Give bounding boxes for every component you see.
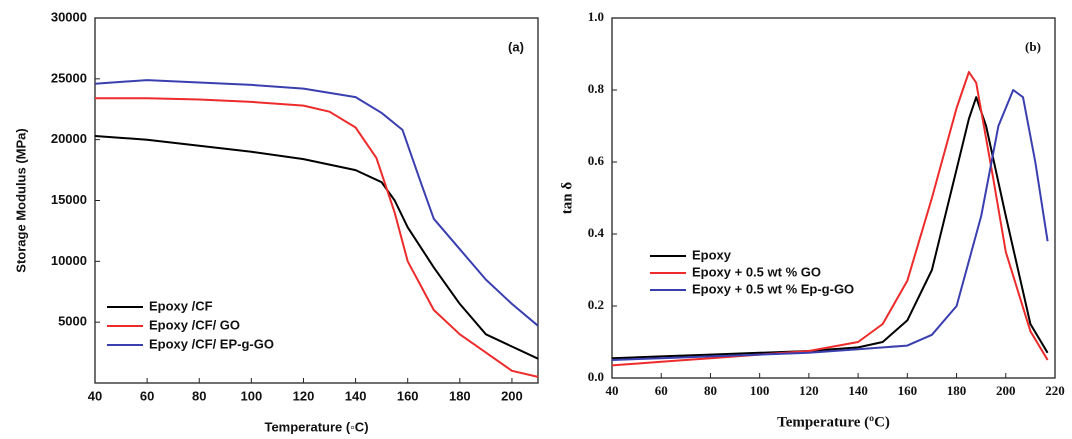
legend-label: Epoxy + 0.5 wt % Ep-g-GO [692, 281, 854, 296]
y-tick-label: 5000 [58, 314, 87, 329]
y-tick-label: 0.2 [588, 297, 604, 312]
legend-label: Epoxy /CF/ GO [149, 317, 240, 332]
y-axis-title: Storage Modulus (MPa) [13, 128, 28, 272]
y-tick-label: 20000 [51, 131, 87, 146]
x-tick-label: 200 [996, 383, 1016, 398]
legend-label: Epoxy /CF [149, 298, 213, 313]
x-tick-label: 180 [947, 383, 967, 398]
y-tick-label: 10000 [51, 253, 87, 268]
x-tick-label: 120 [799, 383, 819, 398]
panel: 40 60 80 100 120 140 160 180 200 5000 10000 15000 20… [13, 9, 539, 434]
x-tick-label: 40 [606, 383, 619, 398]
x-tick-label: 220 [1045, 383, 1065, 398]
x-tick-label: 120 [293, 388, 315, 403]
y-tick-label: 1.0 [588, 9, 604, 24]
y-tick-label: 0.8 [588, 81, 605, 96]
series-line [611, 89, 1049, 361]
y-tick-label: 25000 [51, 70, 87, 85]
x-tick-label: 140 [345, 388, 367, 403]
y-tick-label: 15000 [51, 192, 87, 207]
x-tick-label: 80 [192, 388, 206, 403]
y-tick-label: 0.4 [588, 225, 605, 240]
x-tick-label: 40 [88, 388, 102, 403]
panel-label: (a) [508, 39, 524, 54]
x-axis-title: Temperature (ºC) [777, 414, 890, 430]
series-line [95, 97, 539, 378]
y-tick-label: 0.6 [588, 153, 605, 168]
legend-label: Epoxy [692, 247, 732, 262]
y-tick-label: 0.0 [588, 369, 604, 384]
x-tick-label: 60 [655, 383, 668, 398]
legend-label: Epoxy /CF/ EP-g-GO [149, 336, 274, 351]
x-tick-label: 60 [140, 388, 154, 403]
x-tick-label: 160 [898, 383, 918, 398]
series-line [611, 71, 1049, 367]
x-axis-title: Temperature (◦C) [264, 419, 368, 434]
x-tick-label: 100 [750, 383, 770, 398]
x-tick-label: 80 [704, 383, 717, 398]
x-tick-label: 140 [848, 383, 868, 398]
plot-frame [611, 17, 1056, 379]
x-tick-label: 160 [397, 388, 419, 403]
series-line [94, 79, 539, 327]
series-line [611, 96, 1049, 360]
x-tick-label: 180 [449, 388, 471, 403]
y-tick-label: 30000 [51, 9, 87, 24]
panel: 40 60 80 100 120 140 160 180 200 220 0.0 0.2 0.4 0.6 0… [559, 9, 1064, 430]
y-axis-title: tan δ [559, 182, 575, 215]
x-tick-label: 100 [241, 388, 263, 403]
x-tick-label: 200 [501, 388, 523, 403]
panel-label: (b) [1025, 39, 1041, 54]
legend-label: Epoxy + 0.5 wt % GO [692, 264, 821, 279]
